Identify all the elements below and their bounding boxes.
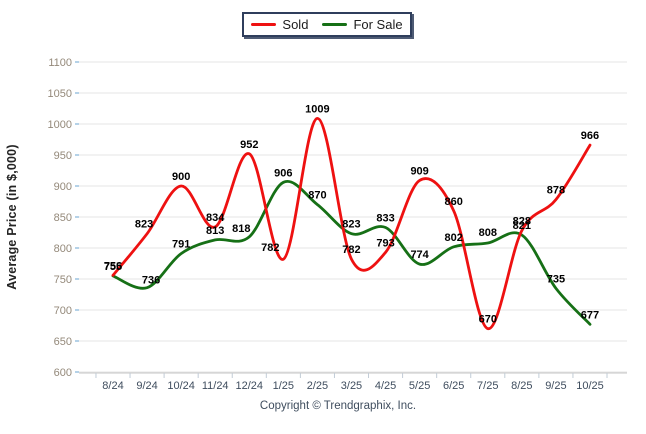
for-sale-data-label: 736 xyxy=(142,275,160,287)
x-tick-label: 9/25 xyxy=(545,380,566,392)
copyright-text: Copyright © Trendgraphix, Inc. xyxy=(259,400,417,412)
for-sale-data-label: 906 xyxy=(274,167,292,179)
x-tick-label: 2/25 xyxy=(307,380,328,392)
y-tick-label: 1100 xyxy=(48,57,72,69)
sold-data-label: 670 xyxy=(479,314,497,326)
chart-legend: Sold For Sale xyxy=(242,12,412,37)
for-sale-data-label: 808 xyxy=(479,227,497,239)
for-sale-data-label: 823 xyxy=(342,219,360,231)
for-sale-data-label: 774 xyxy=(410,249,429,261)
sold-line xyxy=(111,117,592,330)
x-tick-label: 11/24 xyxy=(202,380,229,392)
x-tick-label: 8/25 xyxy=(511,380,532,392)
for-sale-data-label: 755 xyxy=(104,261,122,273)
sold-data-label: 1009 xyxy=(305,103,329,115)
sold-data-label: 909 xyxy=(410,165,428,177)
y-tick-label: 950 xyxy=(54,150,72,162)
for-sale-data-label: 735 xyxy=(547,273,565,285)
x-tick-label: 5/25 xyxy=(409,380,430,392)
y-tick-label: 1000 xyxy=(48,119,72,131)
sold-data-label: 782 xyxy=(342,244,360,256)
x-tick-label: 7/25 xyxy=(477,380,498,392)
for-sale-data-label: 833 xyxy=(376,213,394,225)
for-sale-data-label: 813 xyxy=(206,225,224,237)
for-sale-data-label: 870 xyxy=(308,190,326,202)
x-tick-label: 10/24 xyxy=(167,380,195,392)
y-tick-label: 750 xyxy=(54,274,72,286)
for-sale-data-label: 677 xyxy=(581,309,599,321)
y-tick-label: 600 xyxy=(54,367,72,379)
sold-data-label: 834 xyxy=(206,212,225,224)
sold-data-label: 828 xyxy=(513,216,531,228)
legend-label-for-sale: For Sale xyxy=(353,17,403,32)
sold-data-label: 756 xyxy=(104,260,122,272)
legend-item-sold: Sold xyxy=(251,17,308,32)
x-tick-label: 10/25 xyxy=(576,380,604,392)
for-sale-data-label: 821 xyxy=(513,220,531,232)
y-tick-label: 800 xyxy=(54,243,72,255)
sold-data-label: 823 xyxy=(135,219,153,231)
sold-data-label: 878 xyxy=(547,185,565,197)
sold-data-label: 900 xyxy=(172,171,190,183)
x-tick-label: 9/24 xyxy=(136,380,157,392)
legend-label-sold: Sold xyxy=(282,17,309,32)
sold-data-label: 952 xyxy=(240,139,258,151)
y-tick-label: 900 xyxy=(54,181,72,193)
for-sale-data-label: 818 xyxy=(232,223,250,235)
y-tick-label: 700 xyxy=(54,305,72,317)
x-tick-label: 3/25 xyxy=(341,380,362,392)
y-tick-label: 650 xyxy=(54,336,72,348)
sold-data-label: 793 xyxy=(376,237,394,249)
for-sale-data-label: 791 xyxy=(172,239,190,251)
x-tick-label: 6/25 xyxy=(443,380,464,392)
sold-data-label: 860 xyxy=(445,196,463,208)
for-sale-line xyxy=(111,179,592,326)
for-sale-line-swatch-icon xyxy=(322,23,348,26)
y-tick-label: 1050 xyxy=(48,88,72,100)
legend-item-for-sale: For Sale xyxy=(322,17,403,32)
for-sale-data-label: 802 xyxy=(445,232,463,244)
x-tick-label: 12/24 xyxy=(236,380,264,392)
sold-data-label: 782 xyxy=(261,242,279,254)
y-tick-label: 850 xyxy=(54,212,72,224)
sold-line-swatch-icon xyxy=(251,23,277,26)
x-tick-label: 4/25 xyxy=(375,380,396,392)
x-tick-label: 1/25 xyxy=(273,380,294,392)
sold-data-label: 966 xyxy=(581,130,599,142)
x-tick-label: 8/24 xyxy=(102,380,123,392)
